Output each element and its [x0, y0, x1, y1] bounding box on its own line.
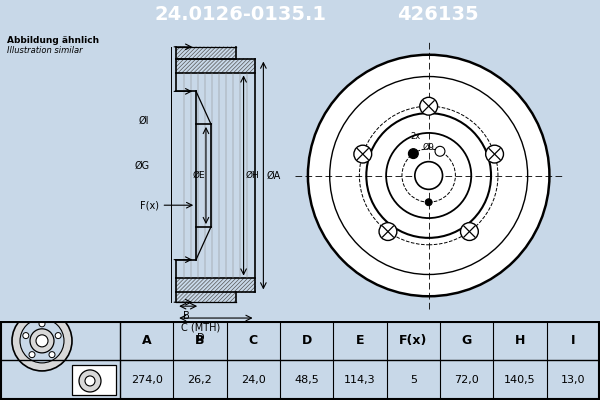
Circle shape [20, 319, 64, 363]
Text: E: E [356, 334, 364, 347]
Bar [72, 365, 116, 395]
Text: C (MTH): C (MTH) [181, 322, 220, 332]
Text: 26,2: 26,2 [188, 375, 212, 385]
Text: 274,0: 274,0 [131, 375, 163, 385]
Circle shape [79, 370, 101, 392]
Circle shape [12, 311, 72, 371]
Circle shape [23, 332, 29, 338]
Text: D: D [302, 334, 312, 347]
Text: ØI: ØI [139, 116, 149, 126]
Text: 5: 5 [410, 375, 417, 385]
Circle shape [425, 199, 432, 206]
Circle shape [420, 97, 437, 115]
Text: 24.0126-0135.1: 24.0126-0135.1 [154, 6, 326, 24]
Text: G: G [461, 334, 472, 347]
Text: 114,3: 114,3 [344, 375, 376, 385]
Circle shape [85, 376, 95, 386]
Circle shape [36, 335, 48, 347]
Text: ØG: ØG [134, 161, 149, 171]
Text: 13,0: 13,0 [561, 375, 586, 385]
Text: 48,5: 48,5 [294, 375, 319, 385]
Text: F(x): F(x) [399, 334, 428, 347]
Text: C: C [249, 334, 258, 347]
Text: A: A [142, 334, 151, 347]
Text: ØE: ØE [193, 171, 205, 180]
Circle shape [49, 352, 55, 358]
Circle shape [460, 223, 478, 240]
Text: 426135: 426135 [397, 6, 479, 24]
Circle shape [29, 352, 35, 358]
Circle shape [409, 149, 418, 158]
Text: H: H [515, 334, 525, 347]
Text: 24,0: 24,0 [241, 375, 266, 385]
Circle shape [307, 54, 550, 297]
Text: Illustration similar: Illustration similar [7, 46, 83, 55]
Text: 140,5: 140,5 [504, 375, 536, 385]
Text: Abbildung ähnlich: Abbildung ähnlich [7, 36, 99, 45]
Text: F(x): F(x) [140, 200, 160, 210]
Circle shape [485, 145, 503, 163]
Circle shape [354, 145, 371, 163]
Circle shape [55, 332, 61, 338]
Text: 72,0: 72,0 [454, 375, 479, 385]
Text: D: D [197, 333, 205, 343]
Text: 2x: 2x [411, 132, 421, 141]
Circle shape [30, 329, 54, 353]
Text: I: I [571, 334, 575, 347]
Circle shape [415, 162, 443, 189]
Circle shape [435, 146, 445, 156]
Circle shape [379, 223, 397, 240]
Circle shape [39, 321, 45, 327]
Text: B: B [195, 334, 205, 347]
Text: Ø9: Ø9 [423, 143, 434, 152]
Text: ØH: ØH [245, 171, 259, 180]
Text: ØA: ØA [266, 170, 281, 180]
Text: B: B [183, 311, 190, 321]
